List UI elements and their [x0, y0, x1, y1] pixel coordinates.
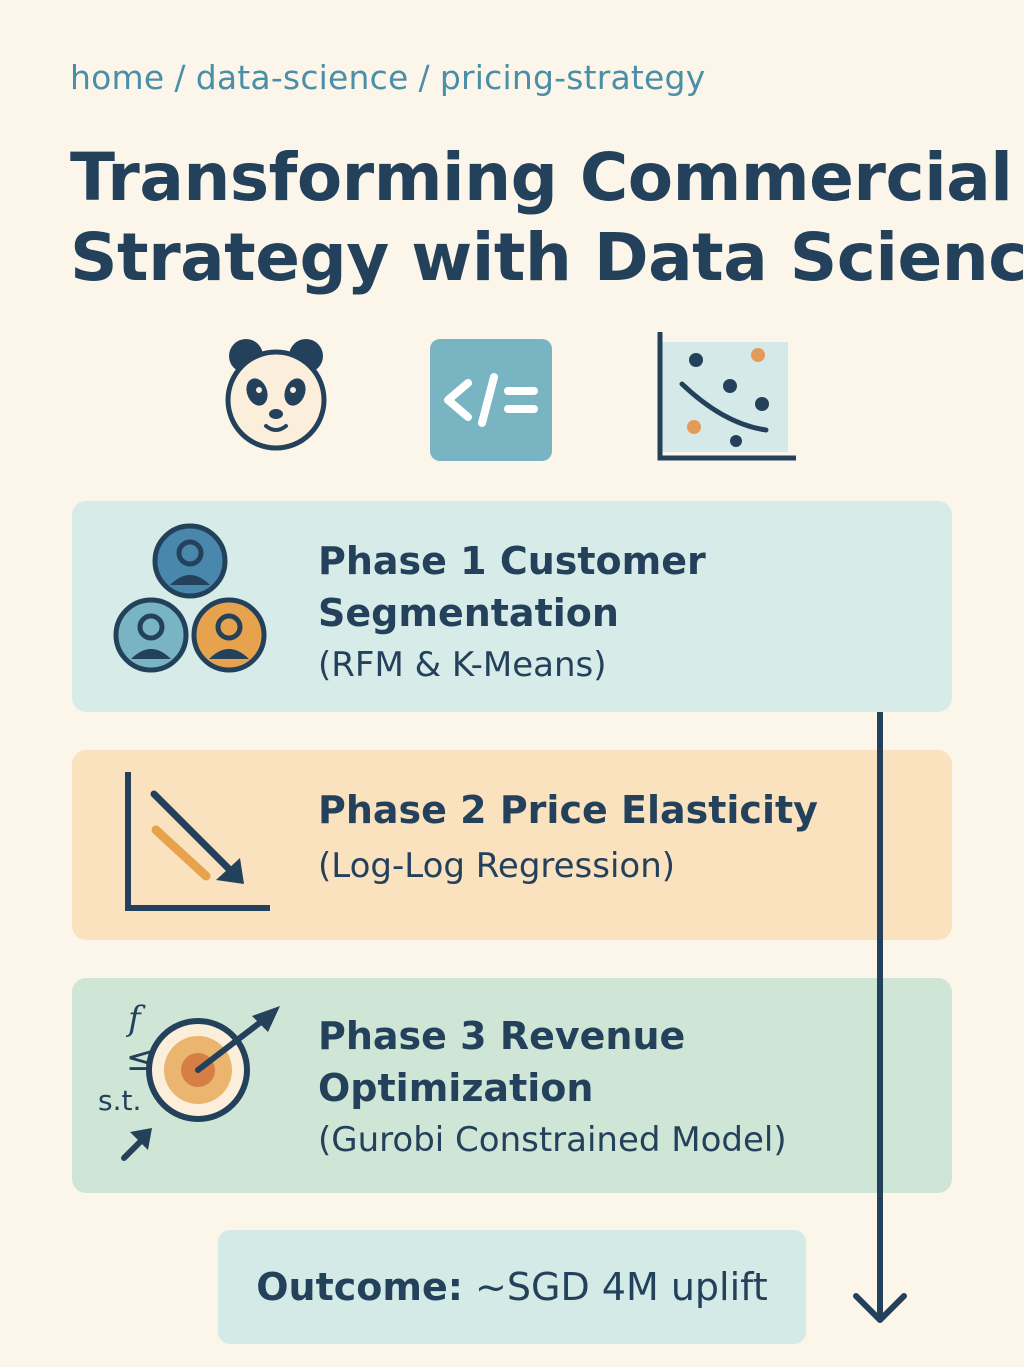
outcome-label: Outcome: [256, 1265, 463, 1309]
page-title-line-1: Transforming Commercial [70, 139, 1013, 216]
phase-1-card: Phase 1 Customer Segmentation (RFM & K-M… [72, 501, 952, 712]
phase-3-subtitle: (Gurobi Constrained Model) [318, 1120, 787, 1160]
phase-3-card: f ≤ s.t. Phase 3 Revenue Optimization (G… [72, 978, 952, 1193]
flow-arrow-icon [853, 712, 907, 1323]
phase-2-card: Phase 2 Price Elasticity (Log-Log Regres… [72, 750, 952, 940]
outcome-box: Outcome: ~SGD 4M uplift [218, 1230, 806, 1344]
breadcrumb-data-science[interactable]: data-science [195, 58, 409, 97]
downward-trend-icon [125, 772, 270, 911]
scatter-plot-icon [657, 332, 796, 461]
phase-1-subtitle: (RFM & K-Means) [318, 645, 607, 685]
breadcrumb: home / data-science / pricing-strategy [70, 58, 705, 97]
phase-3-text: Phase 3 Revenue Optimization (Gurobi Con… [318, 1010, 787, 1166]
phase-2-title-line-1: Phase 2 Price Elasticity [318, 788, 818, 832]
phase-1-title-line-2: Segmentation [318, 591, 619, 635]
code-icon [430, 339, 552, 461]
tool-icons-row [0, 320, 1024, 470]
page-title: Transforming Commercial Strategy with Da… [70, 138, 1024, 298]
icon-label-f: f [125, 1000, 146, 1039]
phase-3-title-line-2: Optimization [318, 1066, 594, 1110]
phase-1-title-line-1: Phase 1 Customer [318, 539, 706, 583]
phase-2-subtitle: (Log-Log Regression) [318, 846, 676, 886]
phase-2-text: Phase 2 Price Elasticity (Log-Log Regres… [318, 784, 818, 892]
panda-icon [225, 339, 327, 451]
page-title-line-2: Strategy with Data Science [70, 219, 1024, 296]
icon-label-st: s.t. [98, 1084, 141, 1117]
breadcrumb-separator: / [418, 58, 430, 97]
breadcrumb-pricing-strategy[interactable]: pricing-strategy [439, 58, 706, 97]
phase-1-text: Phase 1 Customer Segmentation (RFM & K-M… [318, 535, 706, 691]
breadcrumb-home[interactable]: home [70, 58, 165, 97]
outcome-value: ~SGD 4M uplift [475, 1265, 768, 1309]
phase-3-title-line-1: Phase 3 Revenue [318, 1014, 686, 1058]
customer-segments-icon [113, 523, 267, 673]
target-optimization-icon: f ≤ s.t. [98, 1000, 280, 1161]
breadcrumb-separator: / [174, 58, 186, 97]
